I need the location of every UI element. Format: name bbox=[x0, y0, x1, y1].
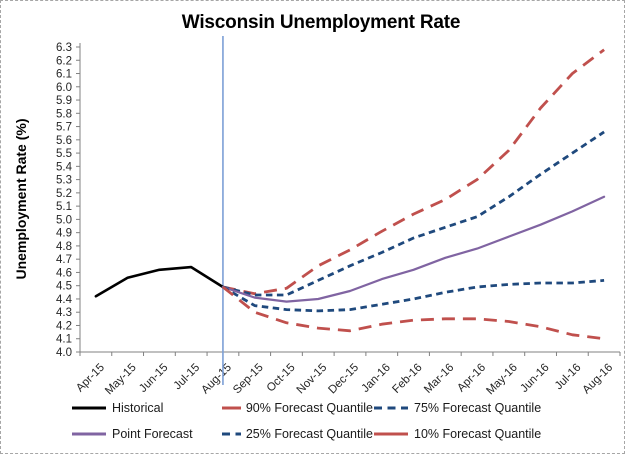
series-line-historical bbox=[94, 265, 225, 298]
y-tick-label: 5.3 bbox=[56, 175, 72, 187]
x-tick-label: Jul-16 bbox=[553, 362, 584, 393]
y-tick-label: 6.2 bbox=[56, 55, 72, 67]
legend-item-point-forecast: Point Forecast bbox=[71, 423, 221, 445]
y-tick-label: 4.9 bbox=[56, 228, 72, 240]
x-tick-label: Oct-15 bbox=[265, 362, 298, 395]
series-line-point-forecast bbox=[221, 195, 606, 303]
x-tick-label: Dec-15 bbox=[326, 362, 361, 397]
y-tick-label: 4.4 bbox=[56, 294, 73, 306]
series-line-25-forecast-quantile bbox=[222, 279, 605, 313]
y-tick-label: 4.5 bbox=[56, 281, 72, 293]
x-tick-label: Jun-16 bbox=[518, 362, 551, 395]
x-tick-label: Apr-15 bbox=[74, 362, 107, 395]
legend-label-90-forecast-quantile: 90% Forecast Quantile bbox=[245, 401, 373, 415]
x-tick-label: Aug-15 bbox=[199, 362, 234, 397]
legend-item-historical: Historical bbox=[71, 397, 221, 419]
legend-item-75-forecast-quantile: 75% Forecast Quantile bbox=[373, 397, 619, 419]
legend-swatch-historical bbox=[72, 406, 106, 410]
x-tick-label: May-16 bbox=[484, 362, 520, 398]
x-tick-label: Jul-15 bbox=[172, 362, 203, 393]
y-tick-label: 6.0 bbox=[56, 82, 72, 94]
legend-item-25-forecast-quantile: 25% Forecast Quantile bbox=[221, 423, 373, 445]
x-tick-label: Nov-15 bbox=[295, 362, 330, 397]
legend: Historical 90% Forecast Quantile 75% Forec… bbox=[71, 397, 619, 445]
legend-label-25-forecast-quantile: 25% Forecast Quantile bbox=[245, 427, 373, 441]
x-tick-label: Jan-16 bbox=[360, 362, 393, 395]
x-tick-label: Feb-16 bbox=[390, 362, 424, 396]
y-tick-label: 5.2 bbox=[56, 188, 72, 200]
y-tick-label: 5.1 bbox=[56, 201, 72, 213]
x-tick-label: Apr-16 bbox=[455, 362, 488, 395]
y-tick-label: 4.0 bbox=[56, 347, 72, 359]
y-tick-label: 5.0 bbox=[56, 214, 72, 226]
x-tick-label: Sep-15 bbox=[231, 362, 266, 397]
legend-label-75-forecast-quantile: 75% Forecast Quantile bbox=[414, 401, 542, 415]
chart-title: Wisconsin Unemployment Rate bbox=[181, 12, 461, 33]
x-tick-label: Jun-15 bbox=[137, 362, 170, 395]
series-line-10-forecast-quantile bbox=[222, 285, 605, 341]
series-line-75-forecast-quantile bbox=[222, 130, 605, 297]
legend-swatch-90-forecast-quantile bbox=[222, 406, 241, 410]
y-tick-label: 4.1 bbox=[56, 334, 72, 346]
y-tick-label: 5.4 bbox=[56, 161, 73, 173]
y-tick-label: 4.7 bbox=[56, 254, 72, 266]
y-tick-label: 4.3 bbox=[56, 307, 72, 319]
legend-label-historical: Historical bbox=[112, 401, 164, 415]
y-tick-label: 5.8 bbox=[56, 108, 72, 120]
legend-swatch-point-forecast bbox=[72, 432, 106, 436]
y-tick-label: 4.6 bbox=[56, 267, 72, 279]
legend-swatch-75-forecast-quantile bbox=[374, 406, 408, 410]
x-tick-label: May-15 bbox=[103, 362, 139, 398]
legend-label-point-forecast: Point Forecast bbox=[112, 427, 193, 441]
y-tick-label: 4.2 bbox=[56, 320, 72, 332]
y-tick-label: 5.5 bbox=[56, 148, 72, 160]
x-tick-label: Mar-16 bbox=[422, 362, 456, 396]
y-tick-label: 5.9 bbox=[56, 95, 72, 107]
legend-item-10-forecast-quantile: 10% Forecast Quantile bbox=[373, 423, 619, 445]
y-tick-label: 6.1 bbox=[56, 69, 72, 81]
y-tick-label: 6.3 bbox=[56, 42, 72, 54]
legend-swatch-25-forecast-quantile bbox=[222, 432, 241, 436]
y-tick-label: 4.8 bbox=[56, 241, 72, 253]
legend-label-10-forecast-quantile: 10% Forecast Quantile bbox=[414, 427, 542, 441]
series-line-90-forecast-quantile bbox=[222, 48, 605, 296]
legend-item-90-forecast-quantile: 90% Forecast Quantile bbox=[221, 397, 373, 419]
y-tick-label: 5.6 bbox=[56, 135, 72, 147]
x-tick-label: Aug-16 bbox=[581, 362, 616, 397]
legend-swatch-10-forecast-quantile bbox=[374, 432, 408, 436]
y-tick-label: 5.7 bbox=[56, 122, 72, 134]
